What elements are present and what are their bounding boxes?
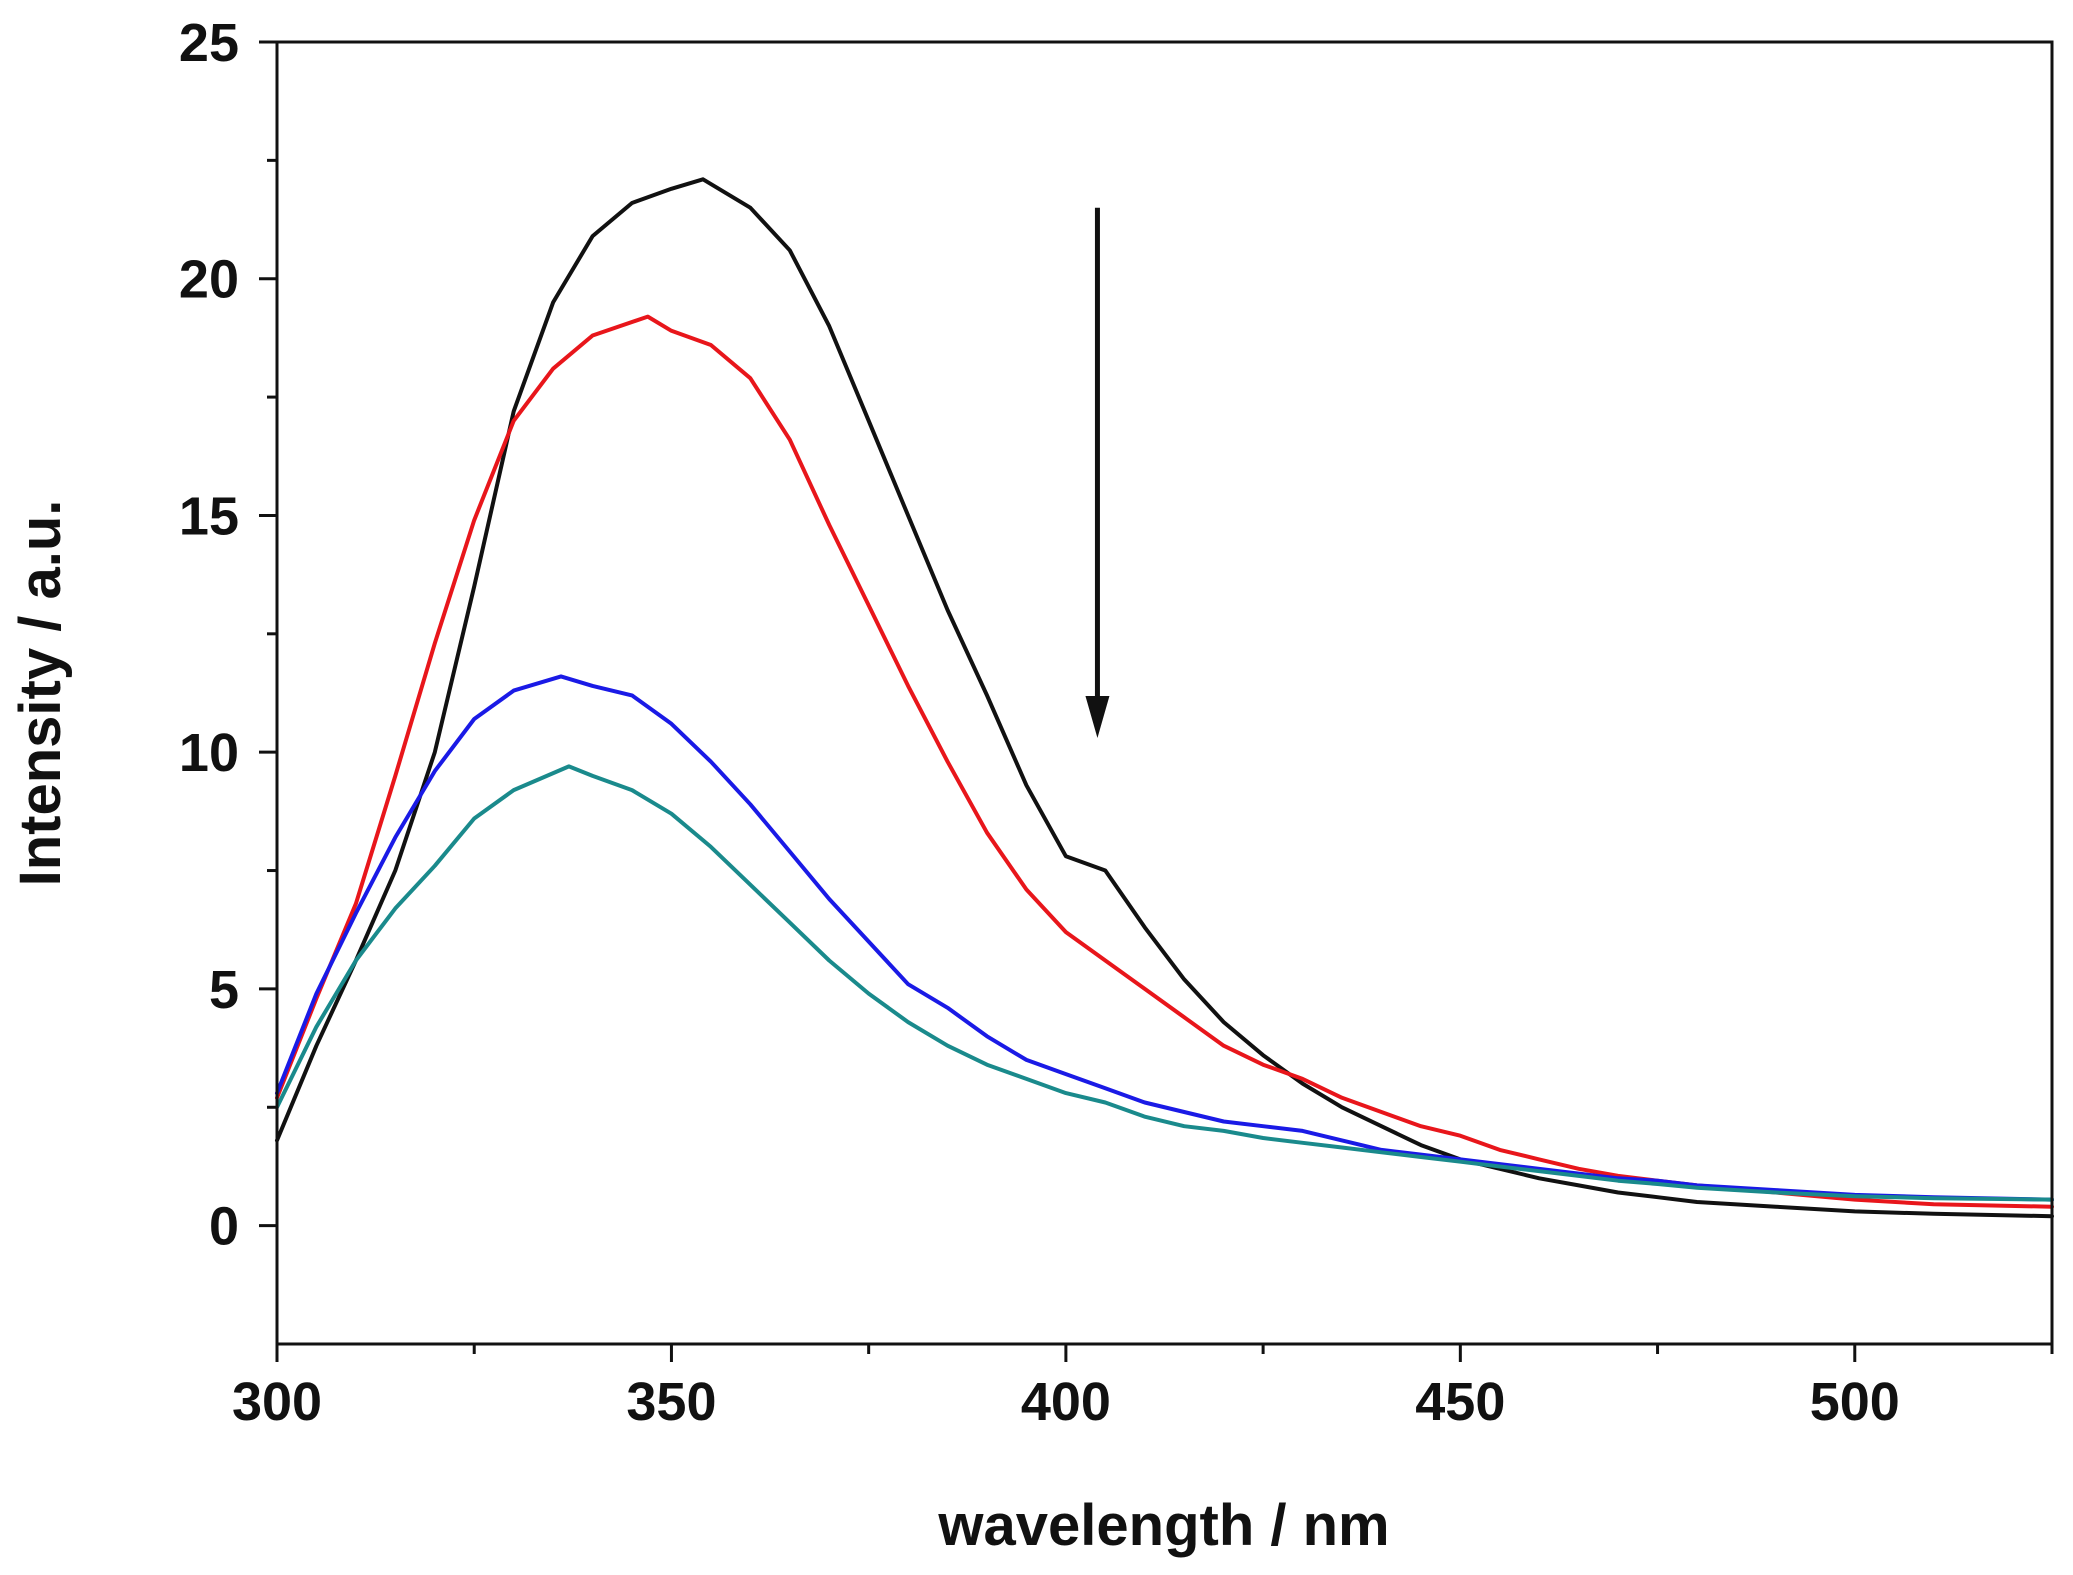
x-tick-label: 300 [232, 1372, 322, 1432]
y-axis-title: Intensity / a.u. [8, 500, 73, 887]
y-tick-label: 25 [179, 13, 239, 73]
x-tick-label: 500 [1810, 1372, 1900, 1432]
y-tick-label: 10 [179, 723, 239, 783]
series-line-blue [275, 674, 2054, 1202]
arrow-down-icon [1085, 695, 1110, 738]
y-tick-label: 15 [179, 486, 239, 546]
series-line-black [275, 177, 2054, 1219]
series-layer [275, 177, 2054, 1219]
series-line-red [275, 314, 2054, 1209]
y-tick-label: 5 [209, 960, 239, 1020]
x-axis-title: wavelength / nm [937, 1493, 1389, 1558]
annotation-layer [1085, 207, 1110, 738]
y-tick-label: 0 [209, 1197, 239, 1257]
plot-frame [275, 40, 2054, 1346]
x-tick-label: 450 [1415, 1372, 1505, 1432]
y-tick-label: 20 [179, 250, 239, 310]
series-line-teal [275, 764, 2054, 1202]
tick-layer: 300 350 400 450 500 0 5 10 15 20 25 [179, 13, 2054, 1432]
x-tick-label: 400 [1021, 1372, 1111, 1432]
x-tick-label: 350 [626, 1372, 716, 1432]
